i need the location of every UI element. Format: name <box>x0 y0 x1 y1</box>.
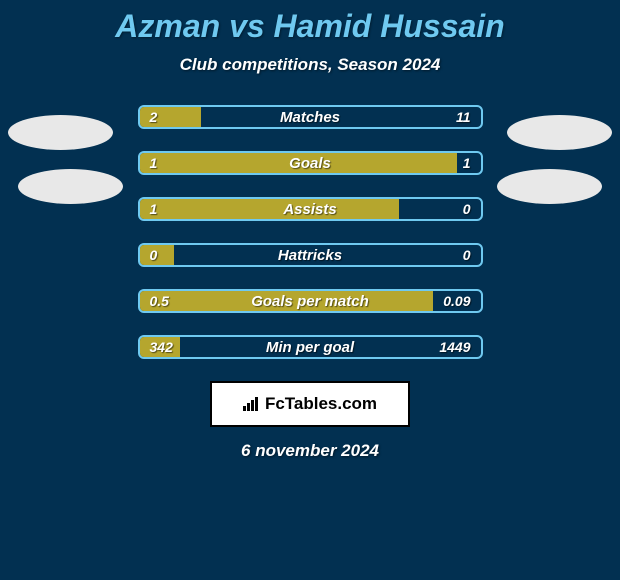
stat-bar-fill <box>140 199 399 219</box>
stat-right-value: 11 <box>456 107 471 127</box>
logo-box: FcTables.com <box>210 381 410 427</box>
stat-left-value: 342 <box>150 337 173 357</box>
stat-right-value: 1 <box>463 153 471 173</box>
stat-label: Hattricks <box>140 245 481 265</box>
comparison-bars: 211Matches11Goals10Assists00Hattricks0.5… <box>138 105 483 359</box>
logo-text: FcTables.com <box>265 394 377 414</box>
stat-row: 0.50.09Goals per match <box>138 289 483 313</box>
stat-row: 342 1449Min per goal <box>138 335 483 359</box>
stat-left-value: 1 <box>150 199 158 219</box>
chart-icon <box>243 397 261 411</box>
avatar-placeholder <box>18 169 123 204</box>
stat-bar-fill <box>140 153 457 173</box>
stat-row: 11Goals <box>138 151 483 175</box>
stat-right-value: 0 <box>463 199 471 219</box>
stat-left-value: 1 <box>150 153 158 173</box>
stat-row: 211Matches <box>138 105 483 129</box>
comparison-subtitle: Club competitions, Season 2024 <box>0 55 620 75</box>
avatar-placeholder <box>8 115 113 150</box>
stat-row: 10Assists <box>138 197 483 221</box>
chart-area: 211Matches11Goals10Assists00Hattricks0.5… <box>0 105 620 359</box>
stat-right-value: 1449 <box>439 337 470 357</box>
avatar-placeholder <box>507 115 612 150</box>
comparison-title: Azman vs Hamid Hussain <box>0 0 620 45</box>
stat-left-value: 0 <box>150 245 158 265</box>
avatar-placeholder <box>497 169 602 204</box>
stat-right-value: 0 <box>463 245 471 265</box>
stat-label: Min per goal <box>140 337 481 357</box>
stat-bar-fill <box>140 291 433 311</box>
snapshot-date: 6 november 2024 <box>0 441 620 461</box>
stat-left-value: 2 <box>150 107 158 127</box>
stat-right-value: 0.09 <box>443 291 470 311</box>
stat-row: 0 0Hattricks <box>138 243 483 267</box>
stat-left-value: 0.5 <box>150 291 169 311</box>
